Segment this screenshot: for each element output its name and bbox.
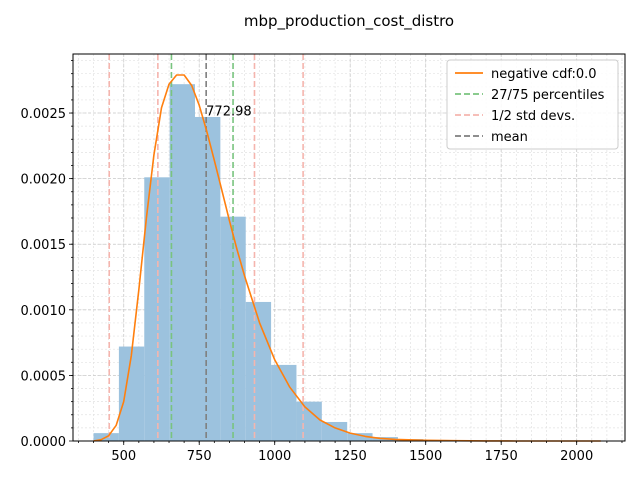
histogram-bar <box>144 177 170 441</box>
histogram-bar <box>245 301 272 441</box>
x-tick-label: 1750 <box>485 449 518 464</box>
histogram-bars <box>93 84 601 442</box>
legend: negative cdf:0.0 27/75 percentiles 1/2 std… <box>446 59 619 150</box>
chart-title: mbp_production_cost_distro <box>244 12 454 31</box>
y-tick-label: 0.0005 <box>21 369 67 384</box>
histogram-bar <box>296 401 322 441</box>
y-tick-label: 0.0000 <box>21 435 67 450</box>
histogram-bar <box>169 84 195 441</box>
x-tick-label: 2000 <box>560 449 593 464</box>
x-axis-ticks: 500 750 1000 1250 1500 1750 2000 <box>78 441 623 464</box>
y-axis-ticks: 0.0000 0.0005 0.0010 0.0015 0.0020 0.0025 <box>21 60 73 450</box>
x-tick-label: 1000 <box>258 449 291 464</box>
histogram-bar <box>347 433 373 441</box>
y-tick-label: 0.0020 <box>21 173 67 188</box>
y-tick-label: 0.0015 <box>21 238 67 253</box>
x-tick-label: 750 <box>187 449 212 464</box>
y-tick-label: 0.0025 <box>21 107 67 122</box>
y-tick-label: 0.0010 <box>21 304 67 319</box>
legend-label: 1/2 std devs. <box>491 109 575 124</box>
x-tick-label: 500 <box>111 449 136 464</box>
density-curve-line <box>93 74 601 442</box>
x-tick-label: 1250 <box>334 449 367 464</box>
legend-label: 27/75 percentiles <box>491 88 605 103</box>
histogram-bar <box>321 421 348 441</box>
histogram-bar <box>194 116 221 442</box>
legend-box <box>446 59 619 150</box>
legend-label: negative cdf:0.0 <box>491 67 597 82</box>
density-curve-group <box>93 74 601 442</box>
reference-lines <box>108 54 304 441</box>
x-tick-label: 1500 <box>409 449 442 464</box>
mean-annotation: 772.98 <box>206 104 252 119</box>
histogram-bar <box>118 346 145 441</box>
plot-frame <box>72 53 626 442</box>
legend-label: mean <box>491 130 528 145</box>
